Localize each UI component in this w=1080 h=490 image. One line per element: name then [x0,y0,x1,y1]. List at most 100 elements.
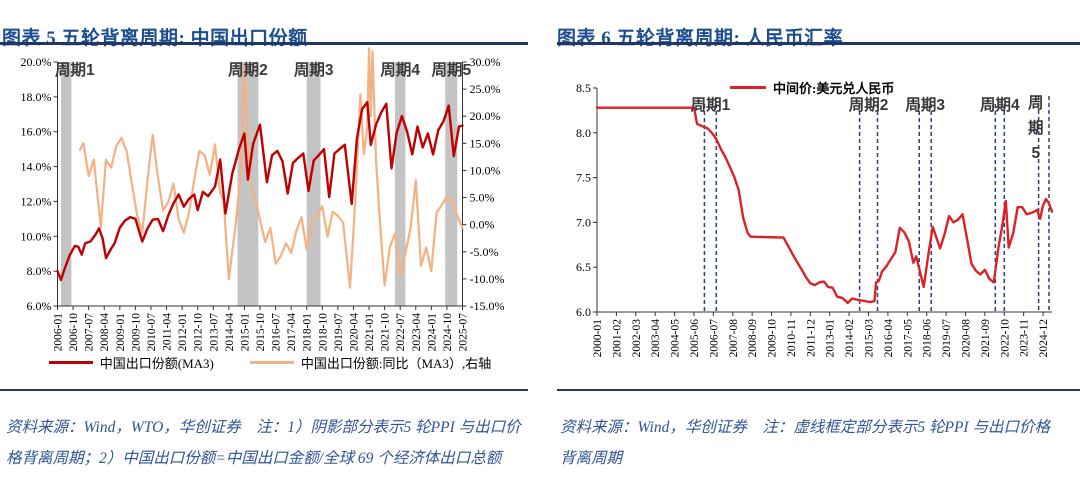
legend-label-cny: 中间价:美元兑人民币 [773,81,895,96]
x-axis-label: 2003-04 [650,319,662,358]
cycle-label: 周期2 [849,95,889,114]
x-axis-label: 2006-07 [708,319,720,358]
y-axis-left-label: 10.0% [21,229,52,243]
x-axis-label: 2016-07 [271,313,283,352]
chart5-source-note: 资料来源：Wind，WTO，华创证券 注：1）阴影部分表示5 轮PPI 与出口价… [6,418,521,467]
legend-swatch-yoy [249,361,294,364]
series-line-export_share_red [56,100,464,282]
y-axis-right-label: 15.0% [470,136,501,150]
x-axis-label: 2018-06 [922,319,934,358]
axes [53,61,467,310]
cycle-label: 周期2 [228,60,268,79]
series-lines [595,106,1054,305]
series-lines [56,47,464,289]
x-axis-label: 2016-04 [883,319,895,358]
y-axis-right-label: 5.0% [470,191,495,205]
y-axis-left-label: 6.5 [576,260,591,274]
series-line-cny_red [595,106,1054,305]
y-axis-right-label: 30.0% [470,55,501,69]
x-axis-label: 2023-04 [411,313,423,352]
cycle-label: 周期5 [431,60,471,79]
x-axis-label: 2020-04 [349,313,361,352]
x-axis-label: 2024-01 [426,313,438,352]
x-axis-label: 2002-03 [631,319,643,358]
y-axis-left-label: 6.0% [27,299,52,313]
chart5-panel: 20.0% 18.0% 16.0% 14.0% 12.0% 10.0% 8.0% 6.0% 30… [0,28,540,467]
x-axis-label: 2010-07 [146,313,158,352]
x-axis-label: 2014-04 [224,313,236,352]
x-axis-label: 2011-04 [162,313,174,351]
chart5-legend: 中国出口份额(MA3) 中国出口份额:同比（MA3）,右轴 [0,353,540,372]
legend-label-export-share: 中国出口份额(MA3) [99,356,214,371]
chart6-source-rule [557,389,1080,391]
chart6-source-note: 资料来源：Wind，华创证券 注：虚线框定部分表示5 轮PPI 与出口价格背离周… [560,418,1050,467]
x-axis-label: 2015-01 [239,313,251,352]
y-axis-right-label: -10.0% [470,272,505,286]
chart5-title-rule [0,42,528,45]
chart5-figure: 20.0% 18.0% 16.0% 14.0% 12.0% 10.0% 8.0% 6.0% 30… [21,47,505,351]
x-axis-label: 2009-10 [767,319,779,358]
cycle-label: 周期4 [980,95,1020,114]
x-axis-label: 2011-12 [805,319,817,357]
y-axis-left-label: 7.5 [576,171,591,185]
x-axis-label: 2021-09 [980,319,992,358]
x-axis-label: 2021-01 [364,313,376,352]
y-axis-left-label: 18.0% [21,90,52,104]
x-axis-label: 2009-01 [115,313,127,352]
y-axis-left-label: 12.0% [21,194,52,208]
y-axis-left-label: 6.0 [576,305,591,319]
x-axis-label: 2000-01 [592,319,604,358]
y-axis-left-label: 8.5 [576,81,591,95]
x-axis-label: 2019-07 [941,319,953,358]
y-axis-right-label: -15.0% [470,299,505,313]
cycle-band [395,62,406,306]
cycle-labels: 周期1 周期2 周期3 周期4 周期5 [55,60,471,79]
chart5-source-rule [0,389,528,391]
axis-tick-labels: 20.0% 18.0% 16.0% 14.0% 12.0% 10.0% 8.0% 6.0% 30… [21,55,505,351]
x-axis-label: 2007-08 [728,319,740,358]
x-axis-label: 2017-04 [286,313,298,352]
x-axis-label: 2013-07 [208,313,220,352]
x-axis-label: 2007-07 [84,313,96,352]
axes [593,87,1052,316]
x-axis-label: 2013-01 [825,319,837,358]
y-axis-left-label: 8.0% [27,264,52,278]
x-axis-label: 2010-11 [786,319,798,357]
x-axis-label: 2005-06 [689,319,701,358]
y-axis-right-label: -5.0% [470,245,499,259]
x-axis-label: 2024-12 [1038,319,1050,358]
y-axis-left-label: 7.0 [576,215,591,229]
x-axis-label: 2012-01 [177,313,189,352]
cycle-label: 周期3 [294,60,334,79]
x-axis-label: 2018-01 [302,313,314,352]
chart6-title-rule [557,42,1080,45]
x-axis-label: 2023-11 [1019,319,1031,357]
cycle-label-vertical: 周期 5 [1028,94,1044,162]
x-axis-label: 2018-10 [317,313,329,352]
cycle-band [306,62,321,306]
x-axis-label: 2008-04 [99,313,111,352]
y-axis-right-label: 10.0% [470,163,501,177]
cycle-band [445,62,458,306]
legend-item-export-share: 中国出口份额(MA3) [48,353,214,372]
x-axis-label: 2012-10 [193,313,205,352]
y-axis-right-label: 20.0% [470,109,501,123]
x-axis-label: 2009-10 [130,313,142,352]
y-axis-left-label: 16.0% [21,125,52,139]
x-axis-label: 2015-10 [255,313,267,352]
x-axis-label: 2017-05 [902,319,914,358]
chart6-legend: 中间价:美元兑人民币 [730,78,894,97]
x-axis-label: 2008-09 [747,319,759,358]
cycle-label: 周期4 [380,60,420,79]
legend-item-yoy: 中国出口份额:同比（MA3）,右轴 [249,353,491,372]
series-line-yoy_orange [78,47,464,289]
cycle-label: 周期3 [905,95,945,114]
y-axis-left-label: 8.0 [576,126,591,140]
chart6-title: 图表 6 五轮背离周期: 人民币汇率 [557,27,844,49]
x-axis-label: 2006-01 [53,313,65,352]
y-axis-left-label: 14.0% [21,160,52,174]
legend-swatch-cny [730,86,766,89]
